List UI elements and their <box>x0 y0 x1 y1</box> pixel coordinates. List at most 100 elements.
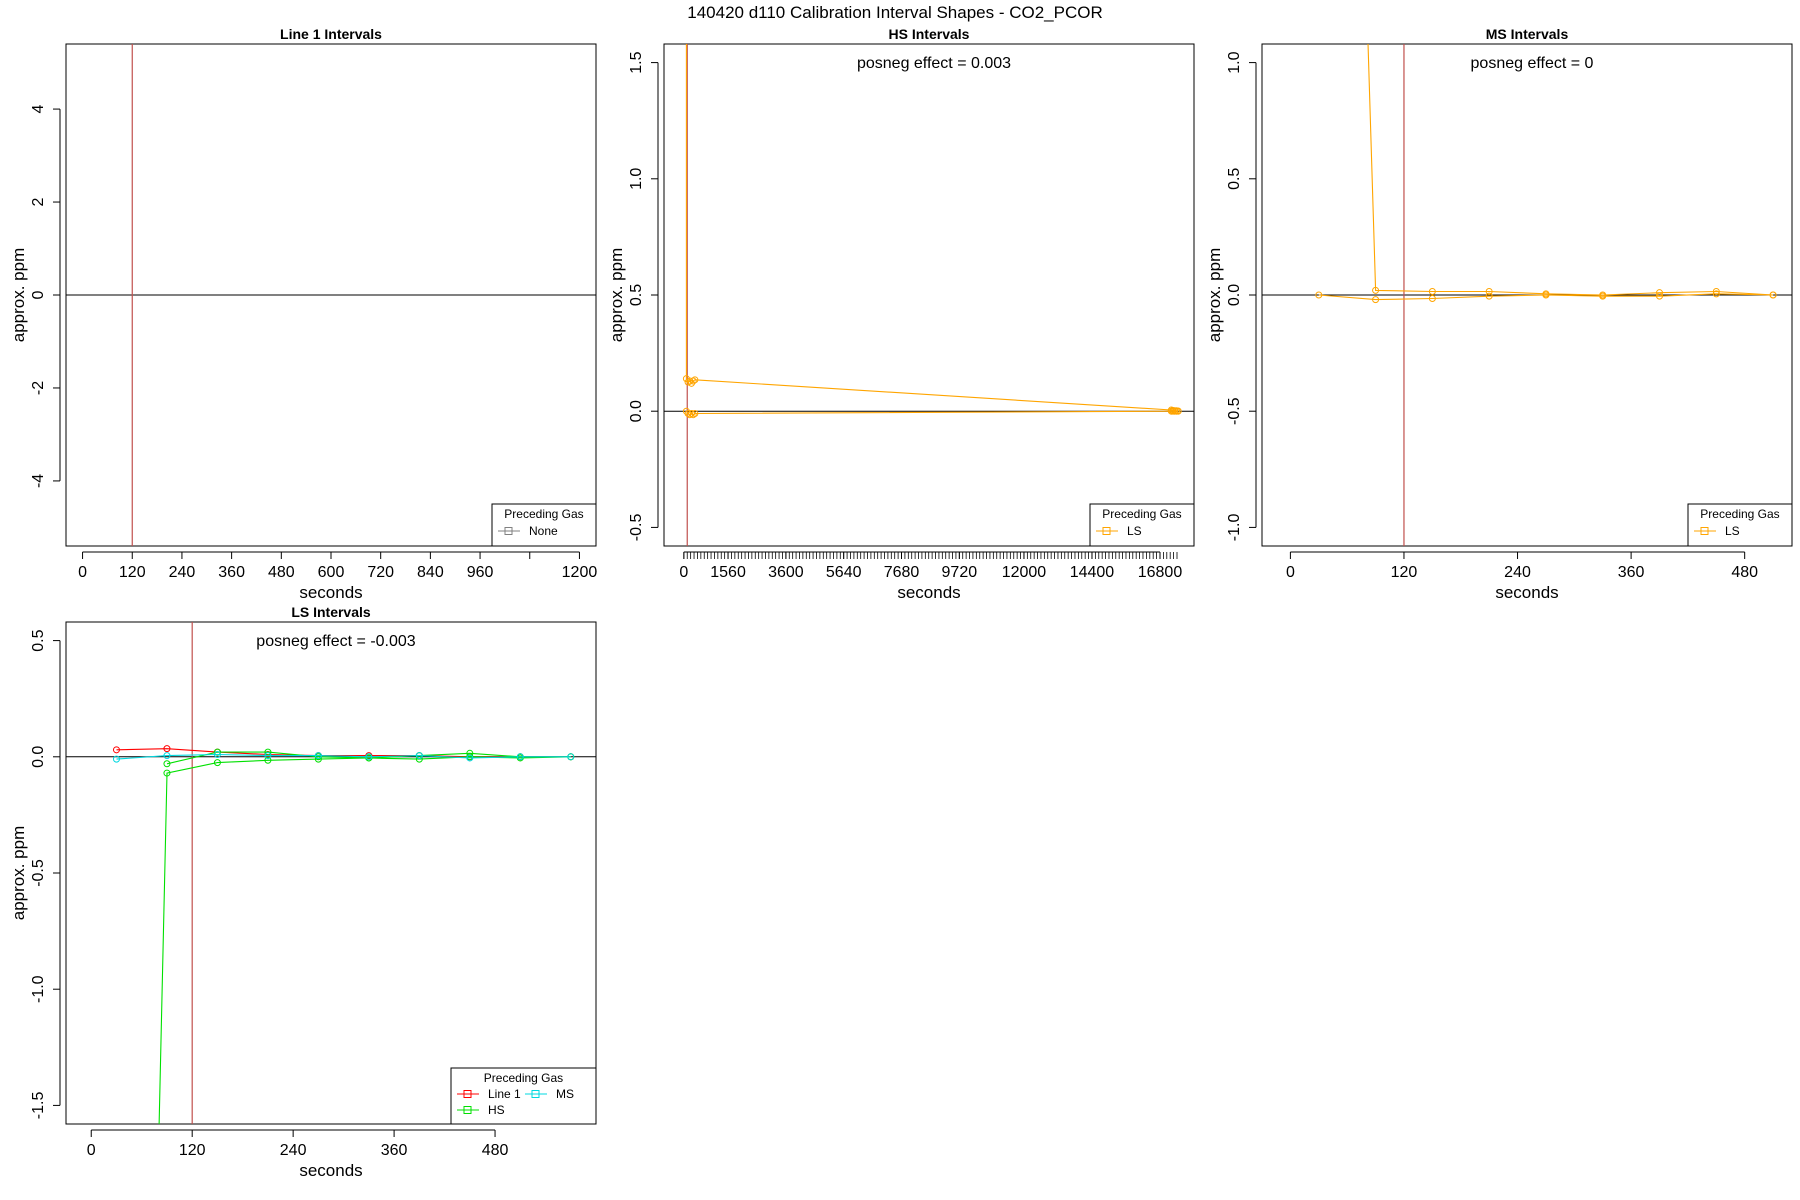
data-point <box>1656 292 1663 300</box>
data-point <box>1712 288 1720 296</box>
y-axis-label: approx. ppm <box>9 826 28 921</box>
y-tick-label: 2 <box>30 197 47 206</box>
y-tick-label: -0.5 <box>30 859 47 887</box>
legend-swatch-marker <box>463 1090 472 1098</box>
x-axis-label: seconds <box>299 1161 362 1180</box>
data-point <box>1712 290 1720 298</box>
legend: Preceding Gas LS <box>1687 503 1793 547</box>
legend-entry: HS <box>488 1103 505 1117</box>
data-point <box>1769 291 1777 299</box>
legend-title: Preceding Gas <box>484 1071 563 1085</box>
x-tick-label: 7680 <box>884 564 920 581</box>
plot-frame <box>663 43 1195 547</box>
data-point <box>689 377 697 385</box>
y-tick-label: 0.0 <box>1226 284 1243 306</box>
data-point <box>415 752 423 760</box>
y-axis-label: approx. ppm <box>9 248 28 343</box>
panel-title: Line 1 Intervals <box>280 26 382 42</box>
plot-area <box>66 44 596 546</box>
legend-box <box>450 1067 597 1125</box>
x-tick-label: 0 <box>679 564 688 581</box>
x-axis-label: seconds <box>1495 583 1558 602</box>
x-tick-label: 14400 <box>1070 564 1115 581</box>
legend-title: Preceding Gas <box>504 507 583 521</box>
data-point <box>684 410 692 418</box>
y-tick-label: 0.5 <box>30 629 47 651</box>
data-point <box>684 378 692 386</box>
x-axis-label: seconds <box>897 583 960 602</box>
legend-swatch-marker <box>1700 527 1709 535</box>
data-point <box>1372 296 1380 304</box>
data-point <box>1485 292 1493 300</box>
x-tick-label: 840 <box>417 564 444 581</box>
x-tick-label: 1560 <box>710 564 746 581</box>
series-line-line-1 <box>116 748 571 758</box>
y-tick-label: -0.5 <box>1226 397 1243 425</box>
data-point <box>1428 294 1436 302</box>
x-tick-label: 240 <box>280 1142 307 1159</box>
x-tick-label: 600 <box>318 564 345 581</box>
y-tick-label: 0.0 <box>628 400 645 422</box>
series-line-ls <box>1367 44 1774 296</box>
data-point <box>691 410 699 418</box>
data-point <box>1174 407 1182 415</box>
data-point <box>466 749 474 757</box>
legend-entry: LS <box>1725 524 1740 538</box>
legend-box <box>1089 503 1195 547</box>
data-point <box>689 411 697 419</box>
x-tick-label: 240 <box>169 564 196 581</box>
legend-box <box>491 503 597 547</box>
data-point <box>213 748 221 756</box>
series-line-ls <box>1318 293 1774 301</box>
legend-box <box>1687 503 1793 547</box>
x-tick-label: 480 <box>268 564 295 581</box>
data-point <box>365 753 373 761</box>
x-tick-label: 360 <box>1618 564 1645 581</box>
y-tick-label: 0 <box>30 290 47 299</box>
plot-area <box>1262 44 1792 546</box>
y-tick-label: -4 <box>30 474 47 488</box>
data-point <box>691 376 699 384</box>
posneg-annotation: posneg effect = 0 <box>1471 55 1594 72</box>
legend-entry: MS <box>556 1087 574 1101</box>
legend: Preceding Gas None <box>491 503 597 547</box>
y-tick-label: -0.5 <box>628 514 645 542</box>
x-tick-label: 480 <box>482 1142 509 1159</box>
page-title: 140420 d110 Calibration Interval Shapes … <box>687 3 1102 22</box>
x-tick-label: 360 <box>381 1142 408 1159</box>
panel-ls-intervals: LS Intervals 0 120 240 360 480 -1.5 -1.0 -0.5 0.0… <box>9 604 597 1180</box>
data-point <box>1485 288 1493 296</box>
data-point <box>163 769 171 777</box>
data-point <box>314 752 322 760</box>
data-point <box>264 756 272 764</box>
panel-title: HS Intervals <box>889 26 970 42</box>
data-point <box>213 750 221 758</box>
data-point <box>466 754 474 762</box>
series-line-ms <box>116 753 571 760</box>
plot-area <box>664 44 1194 546</box>
y-tick-label: 1.0 <box>628 168 645 190</box>
data-point <box>213 759 221 767</box>
y-tick-label: 0.0 <box>30 746 47 768</box>
legend-swatch-marker <box>531 1090 540 1098</box>
data-point <box>516 753 524 761</box>
y-axis-label: approx. ppm <box>607 248 626 343</box>
data-point <box>264 752 272 760</box>
posneg-annotation: posneg effect = 0.003 <box>857 55 1011 72</box>
data-point <box>687 410 695 418</box>
legend-swatch-marker <box>463 1106 472 1114</box>
y-axis-label: approx. ppm <box>1205 248 1224 343</box>
data-point <box>1372 286 1380 294</box>
legend-entry: None <box>529 524 558 538</box>
x-tick-label: 240 <box>1504 564 1531 581</box>
data-point <box>1599 292 1607 300</box>
y-tick-label: 4 <box>30 105 47 114</box>
x-tick-label: 120 <box>179 1142 206 1159</box>
legend-entry: LS <box>1127 524 1142 538</box>
x-tick-label: 0 <box>1286 564 1295 581</box>
x-tick-label: 9720 <box>942 564 978 581</box>
series-line-ls <box>685 410 1179 416</box>
posneg-annotation: posneg effect = -0.003 <box>256 633 415 650</box>
